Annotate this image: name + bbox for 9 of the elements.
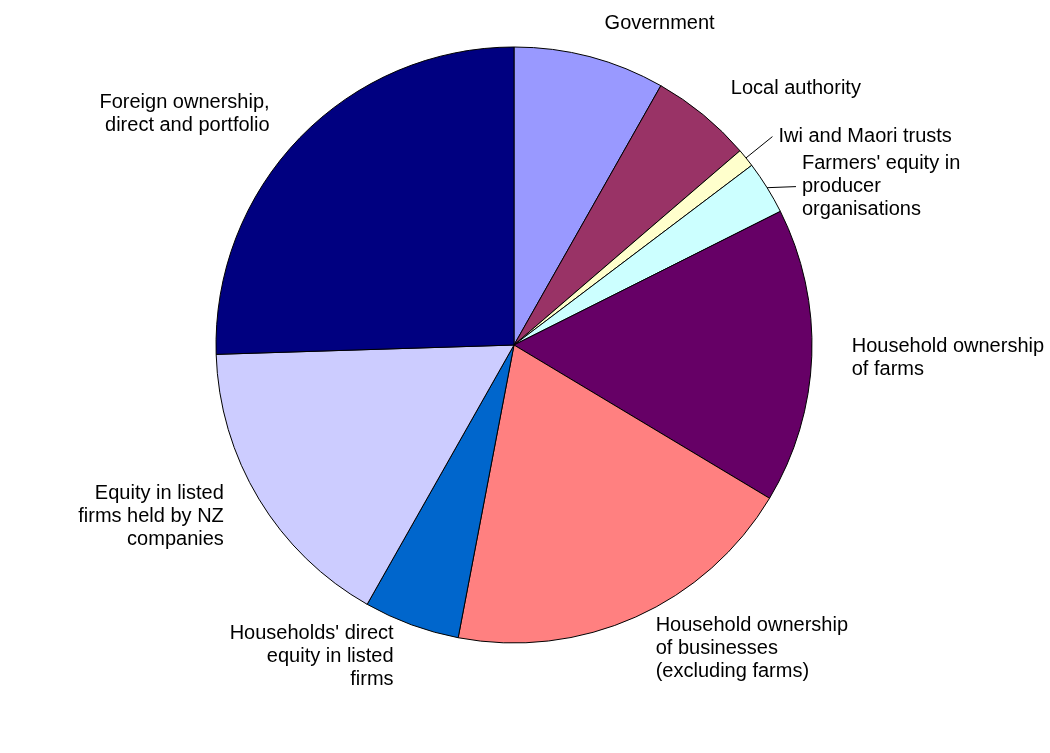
slice-label: Local authority	[730, 76, 861, 99]
slice-label: Farmers' equity in producer organisations	[801, 151, 961, 220]
slice-label: Government	[604, 11, 716, 34]
slice-label: Foreign ownership, direct and portfolio	[99, 89, 270, 135]
slice-label: Iwi and Maori trusts	[778, 124, 952, 147]
slice-label: Equity in listed firms held by NZ companies	[78, 481, 224, 550]
slice-label: Household ownership of farms	[851, 333, 1045, 379]
slice-label: Household ownership of businesses (excluding farms)	[655, 612, 849, 681]
slice-label: Households' direct equity in listed firms	[229, 621, 395, 690]
